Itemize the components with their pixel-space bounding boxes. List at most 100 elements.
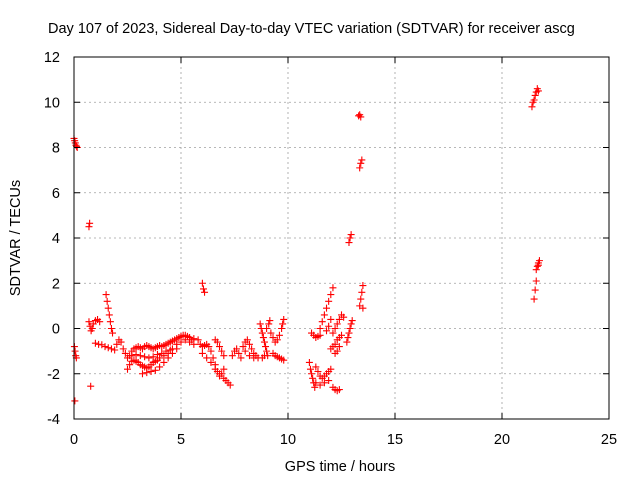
data-point — [325, 322, 333, 330]
data-point — [346, 234, 354, 242]
data-point — [280, 356, 288, 364]
data-point — [258, 329, 266, 337]
data-point — [327, 315, 335, 323]
data-point — [149, 353, 157, 361]
data-point — [348, 317, 356, 325]
data-point — [309, 374, 317, 382]
data-point — [329, 284, 337, 292]
axis-ticks — [73, 56, 610, 420]
data-point — [128, 352, 136, 360]
data-point — [278, 325, 286, 332]
data-point — [534, 87, 542, 95]
data-point — [168, 345, 176, 353]
data-point — [186, 338, 194, 346]
data-point — [113, 340, 121, 348]
data-point — [85, 223, 93, 231]
data-point — [340, 313, 348, 321]
data-point — [356, 164, 364, 172]
data-point — [269, 334, 277, 342]
data-point — [343, 338, 351, 346]
data-point — [245, 352, 253, 360]
data-point — [164, 349, 172, 357]
data-point — [260, 352, 268, 360]
data-point — [181, 336, 189, 344]
data-point — [535, 257, 543, 265]
data-point — [265, 320, 273, 328]
data-point — [312, 379, 320, 387]
data-point — [331, 340, 339, 348]
data-point — [534, 261, 542, 269]
data-point — [531, 286, 539, 294]
x-tick-label: 0 — [70, 432, 78, 448]
data-point — [156, 363, 164, 371]
data-point — [273, 336, 281, 344]
y-tick-label: 8 — [52, 141, 60, 157]
data-points — [70, 85, 543, 405]
data-point — [347, 231, 355, 239]
data-point — [101, 343, 109, 351]
data-point — [335, 343, 343, 351]
data-point — [316, 381, 324, 389]
data-point — [320, 311, 328, 319]
data-point — [235, 349, 243, 357]
data-point — [96, 318, 104, 326]
data-point — [194, 336, 202, 344]
data-point — [201, 288, 209, 296]
data-point — [250, 354, 258, 362]
data-point — [220, 365, 228, 373]
x-tick-label: 10 — [280, 432, 296, 448]
data-point — [530, 295, 538, 303]
data-point — [228, 352, 236, 360]
data-point — [71, 347, 79, 355]
data-point — [109, 329, 117, 337]
data-point — [345, 239, 353, 247]
data-point — [357, 295, 365, 303]
data-point — [104, 304, 112, 312]
data-point — [153, 351, 161, 359]
data-point — [147, 367, 155, 375]
data-point — [256, 320, 264, 328]
data-point — [259, 334, 267, 342]
data-point — [338, 331, 345, 339]
data-point — [531, 91, 539, 99]
data-point — [107, 345, 115, 353]
data-point — [121, 349, 129, 357]
data-point — [260, 338, 268, 346]
data-point — [327, 291, 335, 299]
data-point — [347, 320, 355, 328]
data-point — [237, 354, 245, 362]
data-point — [318, 318, 326, 326]
data-point — [314, 367, 322, 375]
data-point — [357, 159, 365, 167]
y-tick-label: 0 — [52, 322, 60, 338]
data-point — [329, 329, 337, 337]
data-point — [346, 325, 354, 332]
data-point — [209, 354, 217, 362]
data-point — [528, 103, 536, 111]
data-point — [143, 369, 151, 377]
data-point — [248, 345, 256, 353]
x-tick-label: 25 — [601, 432, 617, 448]
data-point — [280, 315, 288, 323]
data-point — [216, 343, 224, 351]
data-point — [325, 377, 333, 385]
data-point — [207, 358, 215, 366]
data-point — [331, 325, 339, 332]
data-point — [323, 304, 331, 312]
tick-labels: 0 5 10 15 20 25 -4 -2 0 2 4 6 8 10 12 — [44, 50, 617, 448]
data-point — [333, 320, 341, 328]
data-point — [266, 317, 274, 325]
data-point — [327, 365, 335, 373]
data-point — [305, 358, 313, 366]
data-point — [311, 383, 319, 391]
y-tick-label: 6 — [52, 186, 60, 202]
data-point — [279, 320, 287, 328]
data-point — [308, 370, 316, 378]
data-point — [333, 347, 341, 355]
y-tick-label: -4 — [47, 412, 60, 428]
data-point — [325, 297, 333, 305]
data-point — [316, 325, 324, 332]
data-point — [306, 365, 314, 373]
